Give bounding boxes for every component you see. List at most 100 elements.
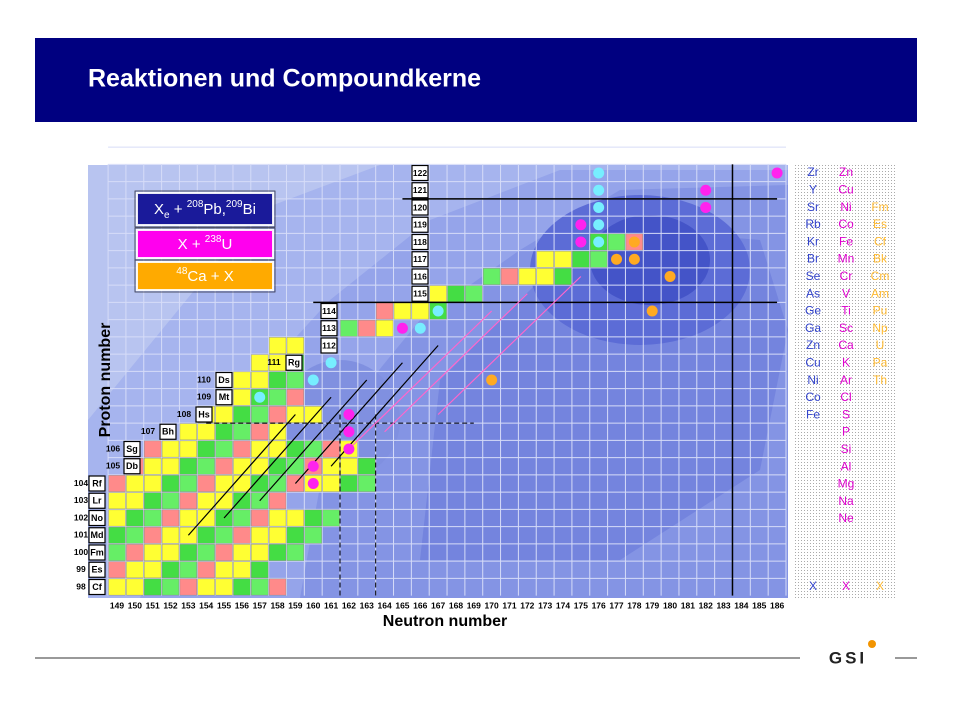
nuclide-cell [286, 388, 305, 406]
nuclide-cell [233, 509, 251, 527]
nuclide-cell [179, 440, 197, 458]
legend-box [136, 192, 274, 226]
element-box [320, 320, 338, 337]
compound-dot [593, 236, 605, 248]
compound-dot [593, 167, 605, 179]
neutron-number: 159 [288, 600, 302, 610]
neutron-number: 173 [538, 600, 552, 610]
legend-label-part: U [221, 236, 232, 253]
legend-label-part: 238 [205, 234, 222, 245]
compound-dot [254, 391, 266, 403]
element-box [88, 561, 106, 578]
nuclide-cell [268, 578, 287, 596]
shell-lines [187, 164, 778, 596]
legend-label: Xe + 208Pb,209Bi [154, 199, 256, 221]
element-symbol: Fm [90, 547, 104, 557]
nuclide-cell [108, 544, 126, 561]
nuclide-cell [465, 285, 483, 303]
projectile: Co [805, 390, 821, 404]
nuclide-cell [429, 285, 447, 303]
compound-dot [343, 443, 355, 455]
neutron-number: 154 [199, 600, 213, 610]
proton-number: 102 [74, 512, 88, 522]
nuclide-cell [286, 457, 305, 475]
legend-label-part: + [170, 201, 187, 218]
proton-number: 122 [413, 168, 427, 178]
projectile: Al [841, 459, 852, 473]
compound-dot [575, 236, 587, 248]
nuclide-cell [554, 268, 572, 285]
nuclide-cell [233, 388, 251, 406]
nuclide-cell [411, 302, 429, 320]
legend-label-part: e [164, 210, 170, 221]
nuclide-cell [197, 561, 215, 579]
projectile: Fe [839, 234, 853, 248]
nuclide-cell [108, 492, 126, 510]
nuclide-cell [161, 561, 180, 579]
projectile: Cu [838, 182, 853, 196]
neutron-number: 178 [627, 600, 641, 610]
element-box [159, 423, 177, 440]
nuclide-cell [233, 371, 251, 389]
legend-label: 48Ca + X [176, 266, 233, 285]
projectile: Sc [839, 321, 853, 335]
nuclide-cell [108, 578, 126, 596]
nuclide-cell [161, 440, 180, 458]
legend-label-part: Bi [243, 201, 256, 218]
proton-number: 113 [322, 323, 336, 333]
compound-dot [414, 322, 426, 334]
nuclide-cell [179, 578, 197, 596]
neutron-number: 166 [413, 600, 427, 610]
projectile: Th [873, 373, 887, 387]
nuclide-cell [144, 544, 162, 561]
element-symbol: Rf [92, 478, 102, 488]
element-box [88, 578, 106, 596]
nuclide-cell [233, 492, 251, 510]
compound-dot [575, 219, 587, 231]
element-symbol: Lr [93, 496, 102, 506]
nuclide-cell [233, 561, 251, 579]
projectile: K [842, 355, 850, 369]
projectile: Bk [873, 252, 888, 266]
nuclide-cell [233, 578, 251, 596]
neutron-number: 155 [217, 600, 231, 610]
nuclide-cell [215, 440, 233, 458]
projectile: Sr [807, 200, 819, 214]
neutron-number: 175 [574, 600, 588, 610]
compound-dots [254, 167, 783, 489]
element-box [88, 475, 106, 492]
nuclide-cell [304, 526, 322, 544]
neutron-number: 172 [520, 600, 534, 610]
nuclide-cell [358, 457, 376, 475]
proton-number: 103 [74, 495, 88, 505]
compound-dot [325, 357, 337, 369]
compound-dot [343, 409, 355, 420]
projectile: Si [841, 442, 852, 456]
projectile: Fe [806, 407, 820, 421]
nuclide-cell [268, 423, 287, 441]
compound-dot [700, 184, 712, 196]
projectile: Co [838, 217, 854, 231]
neutron-number: 150 [128, 600, 142, 610]
neutron-number: 164 [378, 600, 392, 610]
neutron-number: 167 [431, 600, 445, 610]
nuclide-cell [179, 509, 197, 527]
nuclide-cell [268, 406, 287, 423]
nuclide-cell [233, 457, 251, 475]
projectile: Es [873, 217, 887, 231]
nuclide-cell [179, 544, 197, 561]
projectile: Se [806, 269, 821, 283]
nuclide-cell [268, 526, 287, 544]
nuclide-cell [393, 302, 412, 320]
element-symbol: Db [126, 461, 138, 471]
nuclide-cell [215, 475, 233, 492]
nuclide-cell [340, 457, 358, 475]
element-box [320, 302, 338, 320]
proton-number: 117 [413, 254, 427, 264]
element-box [195, 406, 213, 423]
nuclide-cell [108, 475, 126, 492]
nuclide-cell [197, 475, 215, 492]
nuclide-cell [197, 457, 215, 475]
reaction-line [437, 276, 582, 415]
neutron-number: 170 [485, 600, 499, 610]
